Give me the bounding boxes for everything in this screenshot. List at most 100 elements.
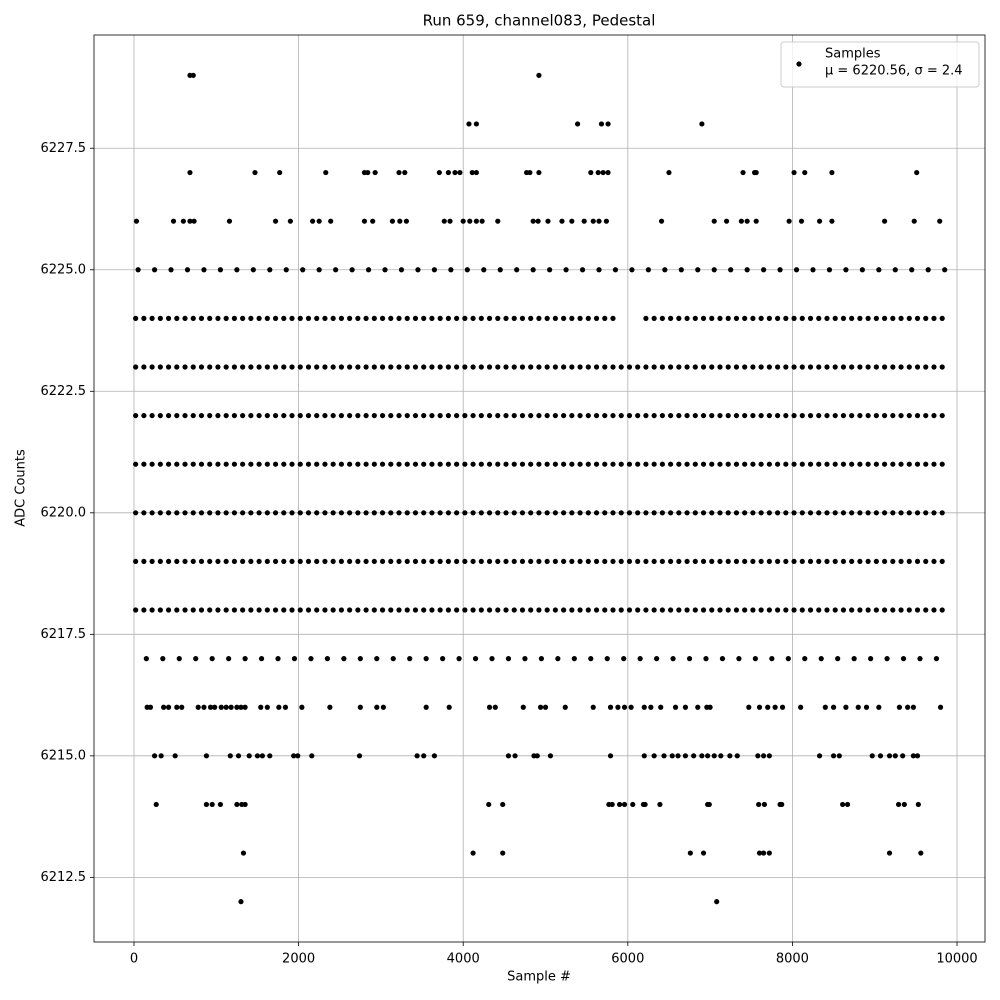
point	[489, 656, 495, 662]
point	[807, 315, 814, 321]
point	[338, 412, 344, 419]
point	[635, 461, 641, 467]
point	[141, 364, 147, 370]
point	[404, 412, 410, 419]
point	[528, 510, 534, 516]
point	[849, 607, 855, 613]
point	[305, 364, 312, 370]
point	[322, 412, 328, 419]
point	[684, 558, 690, 565]
point	[822, 704, 828, 710]
point	[706, 801, 712, 808]
point	[454, 315, 460, 321]
point	[314, 558, 320, 565]
point	[643, 364, 649, 370]
point	[190, 510, 196, 516]
point	[855, 704, 861, 710]
point	[272, 412, 279, 419]
point	[849, 315, 855, 321]
point	[544, 315, 550, 321]
point	[370, 218, 376, 224]
point	[750, 558, 756, 565]
point	[774, 412, 781, 419]
point	[242, 656, 248, 662]
point	[470, 315, 476, 321]
y-tick-label: 6217.5	[41, 627, 87, 642]
point	[758, 364, 764, 370]
point	[187, 169, 193, 176]
point	[654, 656, 660, 662]
point	[528, 315, 534, 321]
point	[511, 607, 517, 613]
point	[593, 461, 600, 467]
point	[668, 558, 674, 565]
point	[252, 169, 258, 176]
point	[190, 558, 196, 565]
point	[621, 656, 627, 662]
point	[390, 656, 396, 662]
point	[327, 704, 333, 710]
point	[429, 461, 435, 467]
point	[766, 315, 772, 321]
point	[495, 364, 501, 370]
point	[470, 558, 476, 565]
point	[388, 412, 394, 419]
legend: Samples μ = 6220.56, σ = 2.4	[780, 41, 980, 88]
point	[744, 218, 750, 224]
point	[454, 558, 460, 565]
point	[756, 801, 762, 808]
point	[160, 656, 166, 662]
point	[534, 753, 540, 759]
point	[840, 412, 847, 419]
point	[437, 607, 443, 613]
point	[179, 704, 185, 710]
point	[454, 607, 460, 613]
point	[832, 558, 838, 565]
point	[180, 218, 186, 224]
point	[305, 412, 312, 419]
point	[462, 315, 468, 321]
point	[503, 364, 509, 370]
point	[718, 753, 724, 759]
point	[816, 364, 822, 370]
point	[911, 218, 917, 224]
point	[174, 510, 180, 516]
point	[881, 510, 888, 516]
point	[198, 412, 205, 419]
legend-box	[780, 41, 980, 88]
point	[215, 607, 221, 613]
point	[635, 558, 641, 565]
y-tick-label: 6225.0	[41, 262, 87, 277]
point	[915, 801, 921, 808]
point	[626, 558, 633, 565]
point	[933, 656, 940, 662]
point	[223, 412, 229, 419]
point	[530, 218, 536, 224]
point	[500, 850, 506, 856]
point	[248, 412, 254, 419]
point	[769, 656, 775, 662]
point	[615, 704, 621, 710]
point	[223, 364, 229, 370]
point	[256, 315, 262, 321]
point	[322, 510, 328, 516]
point	[151, 267, 158, 273]
point	[658, 704, 664, 710]
point	[314, 364, 320, 370]
point	[500, 801, 506, 808]
point	[793, 267, 800, 273]
point	[585, 315, 591, 321]
point	[323, 169, 329, 176]
point	[511, 461, 517, 467]
point	[830, 704, 837, 710]
point	[338, 461, 344, 467]
point	[240, 510, 246, 516]
point	[404, 607, 410, 613]
point	[610, 558, 616, 565]
point	[371, 558, 377, 565]
point	[174, 704, 180, 710]
point	[569, 315, 575, 321]
point	[668, 607, 674, 613]
point	[256, 607, 262, 613]
point	[412, 412, 419, 419]
